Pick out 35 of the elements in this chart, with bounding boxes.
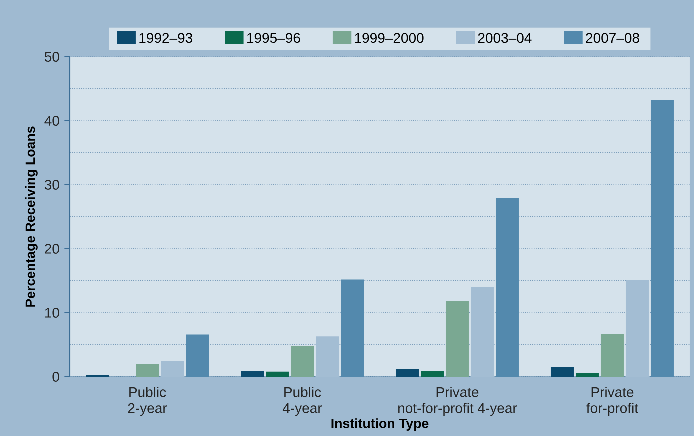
bar [241,371,264,377]
bar [420,371,444,377]
y-tick-label: 50 [44,52,60,62]
bar [186,334,209,377]
bar [446,301,469,377]
bar [341,280,364,377]
bar [496,198,519,377]
y-tick-label: 20 [45,244,60,254]
bar [291,346,314,377]
bar [161,360,184,377]
legend-label: 2003–04 [478,33,532,44]
x-axis-title: Institution Type [332,418,429,431]
legend-label: 1995–96 [248,33,300,44]
bar [600,334,624,377]
legend-label: 2007–08 [586,33,640,44]
bar [266,372,289,377]
bar [470,287,494,377]
legend-label: 1999–2000 [355,33,424,44]
x-tick-label: Private for-profit [586,387,638,416]
x-tick-label: Public 4-year [282,387,322,416]
y-tick-label: 30 [44,180,60,190]
y-tick-label: 40 [44,116,60,126]
bar [550,367,574,377]
bar [316,336,339,377]
y-axis-title: Percentage Receiving Loans [25,126,38,307]
legend-label: 1992–93 [140,33,192,44]
y-tick-label: 10 [45,308,60,318]
bar [650,100,674,377]
x-tick-label: Private not-for-profit 4-year [398,387,518,416]
bar [626,280,649,377]
bar [396,369,419,377]
x-tick-label: Public 2-year [128,387,168,416]
y-tick-label: 0 [52,372,60,382]
bar [576,373,599,377]
bar [136,364,160,377]
